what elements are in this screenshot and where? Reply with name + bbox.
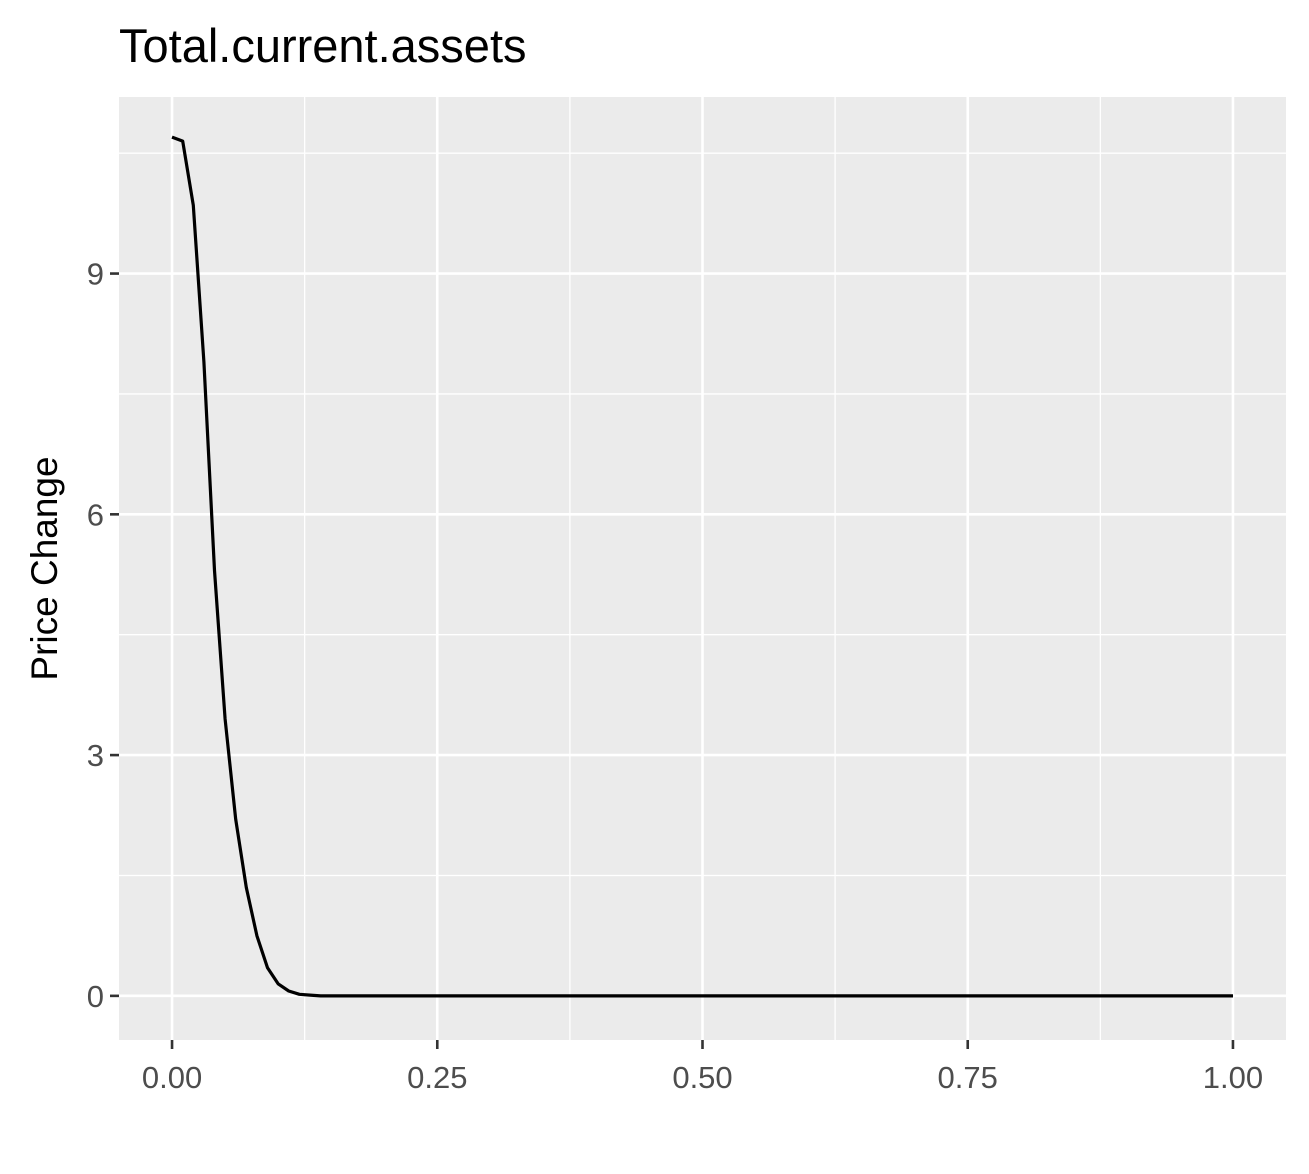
series-layer <box>171 135 1233 998</box>
y-tick-label: 3 <box>87 738 104 773</box>
y-tick-label: 6 <box>87 497 104 532</box>
y-tick-label: 0 <box>87 979 104 1014</box>
x-axis: 0.00 0.25 0.50 0.75 1.00 <box>142 1040 1263 1095</box>
y-tick-label: 9 <box>87 257 104 292</box>
x-tick-label: 0.75 <box>938 1060 998 1095</box>
x-tick-label: 0.00 <box>142 1060 202 1095</box>
x-tick-label: 0.25 <box>407 1060 467 1095</box>
grid-major <box>119 97 1286 1040</box>
series-line <box>171 135 1233 998</box>
y-axis: 0 3 6 9 <box>87 257 119 1014</box>
x-tick-label: 1.00 <box>1203 1060 1263 1095</box>
chart-title: Total.current.assets <box>119 19 527 72</box>
x-tick-label: 0.50 <box>672 1060 732 1095</box>
y-axis-title: Price Change <box>24 456 65 680</box>
